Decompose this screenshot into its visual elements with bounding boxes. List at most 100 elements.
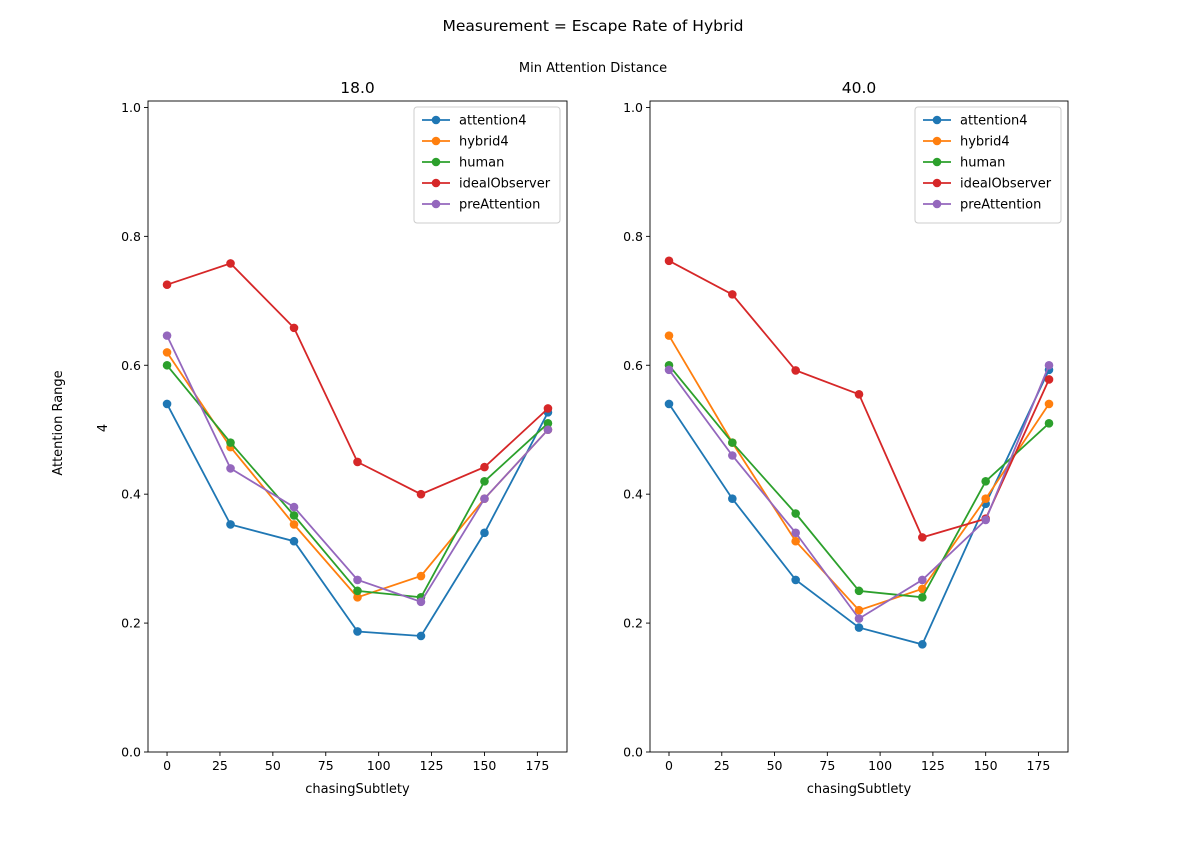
plot-frame [147,100,568,753]
data-point-hybrid4 [289,520,299,529]
y-tick-label: 0.8 [623,229,643,244]
data-point-attention4 [353,627,362,636]
data-point-human [353,586,362,596]
x-tick-label: 150 [473,758,497,773]
panel-title: 18.0 [340,79,375,97]
legend-marker [431,157,441,167]
data-point-idealObserver [854,389,864,399]
legend-marker [932,136,942,146]
legend-label: human [459,156,504,171]
series-human [664,360,1054,602]
legend: attention4 hybrid4 human idealObserver preAt… [914,106,1062,224]
x-axis-label: chasingSubtlety [305,782,410,797]
y-tick-label: 0.8 [121,229,141,244]
x-tick-label: 25 [714,758,730,773]
data-point-idealObserver [416,489,426,499]
series-preAttention [162,331,553,607]
series-preAttention [664,360,1054,623]
legend-box [413,106,561,224]
data-point-hybrid4 [791,536,800,546]
x-tick-label: 50 [767,758,783,773]
data-point-preAttention [416,597,426,607]
legend-label: hybrid4 [459,135,509,150]
x-tick-label: 50 [265,758,281,773]
data-point-human [918,593,927,602]
data-point-idealObserver [543,404,553,413]
legend-label: hybrid4 [960,135,1010,150]
figure-suptitle: Measurement = Escape Rate of Hybrid [443,17,744,35]
series-line-hybrid4 [668,335,1050,612]
data-point-idealObserver [226,259,235,268]
data-point-idealObserver [353,457,362,467]
legend: attention4 hybrid4 human idealObserver preAt… [413,106,561,224]
row-header: Attention Range [51,370,66,475]
legend-marker [932,115,942,125]
data-point-hybrid4 [1044,399,1054,409]
data-point-idealObserver [728,290,737,299]
x-tick-label: 150 [974,758,998,773]
data-point-idealObserver [791,366,800,375]
data-point-preAttention [226,464,235,473]
data-point-hybrid4 [162,348,172,357]
column-header: Min Attention Distance [519,61,667,76]
legend-label: idealObserver [960,177,1052,192]
data-point-preAttention [162,331,172,340]
x-tick-label: 175 [1027,758,1051,773]
data-point-preAttention [1044,360,1054,370]
series-idealObserver [162,259,553,499]
chart-panels: 18.0 0 25 50 75 100 125 150 175 0.0 0.2 0.4 0.6 0.8 1.… [121,79,1069,797]
data-point-attention4 [289,536,299,546]
data-point-human [854,586,864,596]
y-tick-label: 0.4 [121,487,141,502]
data-point-hybrid4 [854,605,864,615]
x-tick-label: 100 [868,758,892,773]
data-point-human [791,509,800,518]
legend-label: preAttention [960,198,1041,213]
data-point-preAttention [854,614,864,623]
legend-marker [431,178,441,188]
data-point-human [289,511,299,520]
y-tick-label: 0.6 [623,358,643,373]
x-axis-label: chasingSubtlety [807,782,912,797]
data-point-preAttention [728,451,737,460]
data-point-human [981,476,990,486]
data-point-preAttention [543,425,553,435]
series-hybrid4 [162,348,553,602]
data-point-idealObserver [1044,375,1054,384]
y-tick-label: 0.4 [623,487,643,502]
chart-panel-1: 18.0 0 25 50 75 100 125 150 175 0.0 0.2 0.4 0.6 0.8 1.… [121,79,568,797]
x-tick-label: 75 [819,758,835,773]
data-point-preAttention [791,528,800,538]
data-point-preAttention [981,515,990,525]
data-point-human [543,418,553,428]
data-point-human [728,438,737,447]
series-line-attention4 [668,369,1050,646]
x-tick-label: 100 [367,758,391,773]
series-line-preAttention [166,335,549,603]
legend-label: idealObserver [459,177,551,192]
x-tick-label: 125 [921,758,945,773]
series-line-human [166,364,549,599]
y-tick-label: 0.6 [121,358,141,373]
data-point-attention4 [791,575,800,585]
x-tick-label: 75 [318,758,334,773]
y-tick-label: 0.2 [121,616,141,631]
data-point-human [162,360,172,370]
legend-marker [932,199,942,209]
data-point-idealObserver [289,323,299,333]
legend-label: attention4 [960,114,1028,129]
data-point-hybrid4 [353,593,362,602]
data-point-idealObserver [480,462,489,472]
y-tick-label: 0.2 [623,616,643,631]
legend-label: attention4 [459,114,527,129]
data-point-attention4 [162,399,172,409]
data-point-attention4 [664,399,674,409]
series-line-idealObserver [668,260,1050,539]
data-point-hybrid4 [981,494,990,503]
legend-marker [431,136,441,146]
series-line-human [668,364,1050,599]
data-point-human [226,438,235,447]
y-tick-label: 0.0 [121,745,141,760]
plot-frame [649,100,1069,753]
series-human [162,360,553,602]
